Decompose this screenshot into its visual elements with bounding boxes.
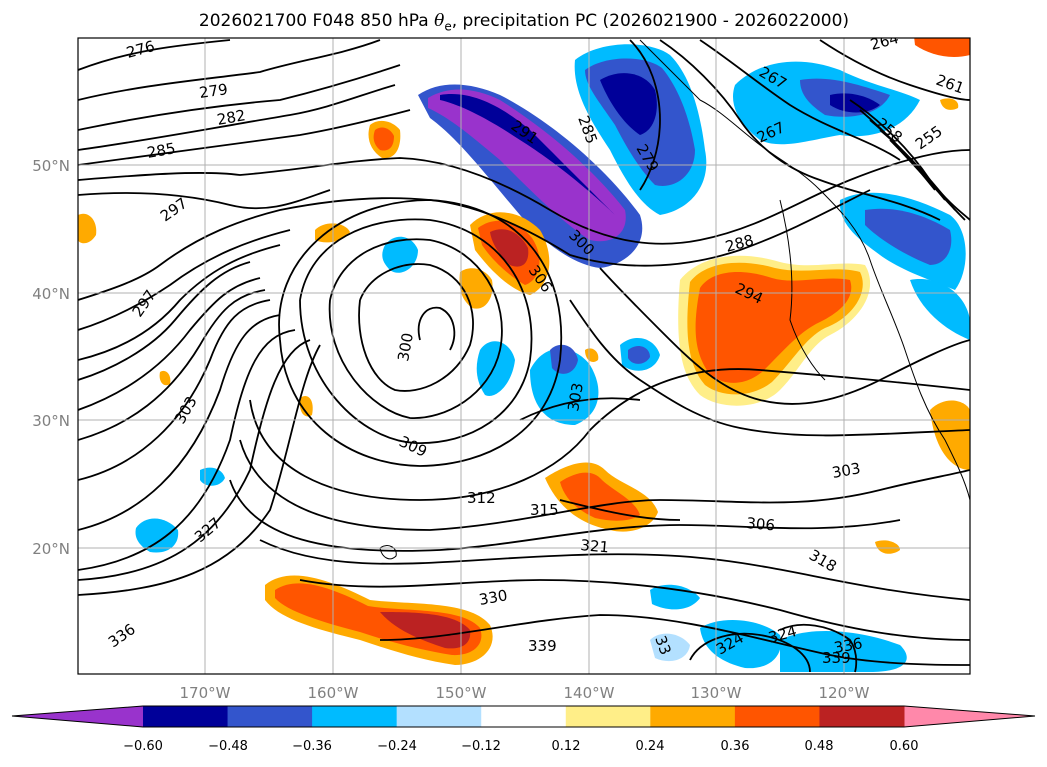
- lon-label: 160°W: [308, 684, 359, 702]
- colorbar-tick: 0.24: [636, 739, 665, 754]
- contour-label: 285: [146, 139, 177, 162]
- contour-label: 306: [746, 514, 776, 534]
- colorbar-tick: 0.48: [805, 739, 834, 754]
- lat-label: 40°N: [32, 285, 70, 303]
- lon-label: 140°W: [564, 684, 615, 702]
- contour-label: 282: [216, 106, 247, 129]
- colorbar-cell: [481, 706, 567, 727]
- lon-label: 150°W: [436, 684, 487, 702]
- graticule: [78, 38, 970, 674]
- contour-label: 321: [580, 536, 610, 556]
- colorbar-tick: −0.60: [123, 739, 163, 754]
- colorbar-ticks: −0.60 −0.48 −0.36 −0.24 −0.12 0.12 0.24 …: [123, 739, 918, 754]
- contour-label: 303: [831, 459, 862, 482]
- contour-label: 276: [124, 37, 156, 62]
- colorbar-cell: [650, 706, 736, 727]
- colorbar-cell: [565, 706, 651, 727]
- precip-shading: [78, 38, 970, 672]
- colorbar-tick: −0.48: [208, 739, 248, 754]
- contour-label: 303: [564, 381, 587, 412]
- contour-label: 339: [822, 649, 851, 667]
- colorbar-tick: 0.36: [721, 739, 750, 754]
- colorbar-cell: [734, 706, 820, 727]
- lat-label: 50°N: [32, 157, 70, 175]
- theta-e-contours: [78, 39, 970, 673]
- lon-label: 130°W: [691, 684, 742, 702]
- colorbar-cell: [396, 706, 482, 727]
- map-area: 276 279 282 285 297 297 303 327 336 291 …: [78, 37, 970, 674]
- contour-label: 279: [198, 80, 229, 102]
- colorbar-outline: [11, 705, 1036, 728]
- colorbar-cells: [143, 706, 905, 727]
- colorbar-tick: −0.36: [292, 739, 332, 754]
- colorbar-tick: −0.12: [461, 739, 501, 754]
- lon-label: 170°W: [180, 684, 231, 702]
- colorbar-cell: [143, 706, 229, 727]
- coastlines: [379, 39, 970, 560]
- map-frame: [77, 37, 971, 675]
- colorbar-extend-high: [904, 706, 1035, 727]
- contour-label: 312: [467, 489, 496, 507]
- colorbar-cell: [819, 706, 905, 727]
- contour-label: 33: [651, 633, 674, 657]
- lat-label: 20°N: [32, 540, 70, 558]
- contour-label: 339: [528, 637, 557, 655]
- contour-label: 330: [478, 586, 509, 609]
- colorbar-tick: 0.60: [890, 739, 919, 754]
- lon-label: 120°W: [819, 684, 870, 702]
- colorbar-cell: [312, 706, 398, 727]
- colorbar-cell: [227, 706, 313, 727]
- theta-symbol: θ: [434, 11, 445, 31]
- lat-label: 30°N: [32, 412, 70, 430]
- colorbar: −0.60 −0.48 −0.36 −0.24 −0.12 0.12 0.24 …: [11, 705, 1036, 754]
- colorbar-tick: 0.12: [552, 739, 581, 754]
- contour-label: 300: [394, 331, 417, 362]
- map-title: 2026021700 F048 850 hPa θe, precipitatio…: [198, 11, 850, 34]
- contour-label: 336: [833, 634, 864, 657]
- latitude-labels: 50°N 40°N 30°N 20°N: [32, 157, 70, 558]
- colorbar-extend-low: [12, 706, 143, 727]
- longitude-labels: 170°W 160°W 150°W 140°W 130°W 120°W: [180, 684, 870, 702]
- contour-label: 315: [530, 501, 559, 519]
- colorbar-tick: −0.24: [377, 739, 417, 754]
